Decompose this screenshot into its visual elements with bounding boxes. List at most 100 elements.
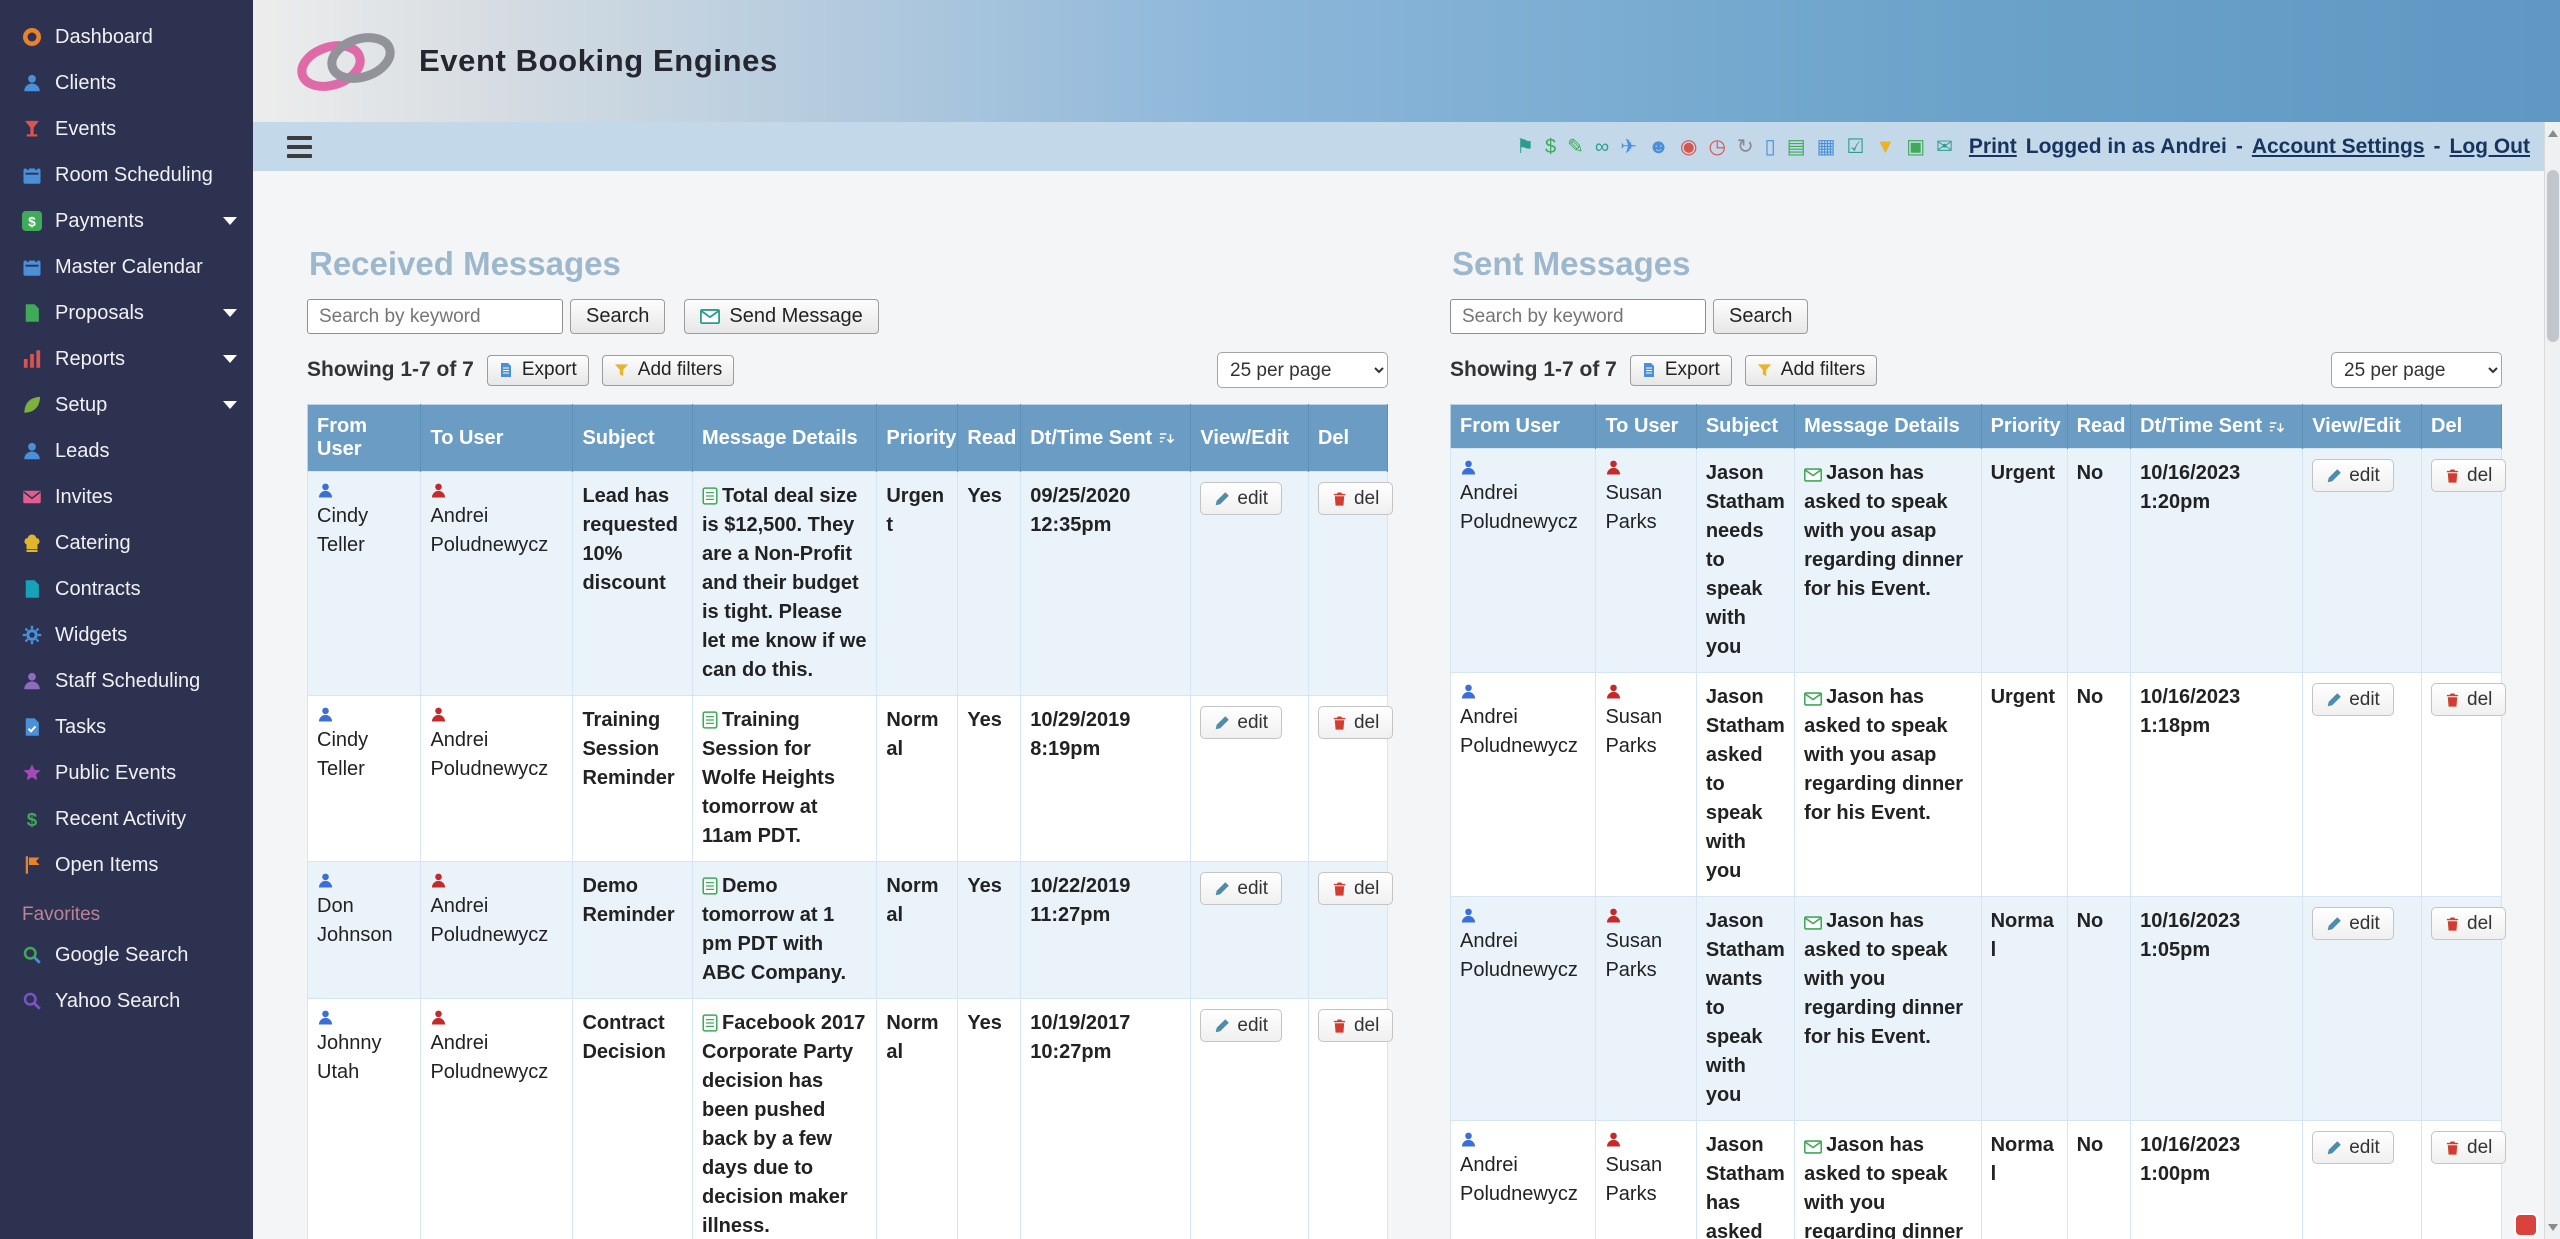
del-button[interactable]: del [2431,459,2506,492]
to-user-icon [430,706,447,723]
message-details-cell: Jason has asked to speak with you regard… [1795,897,1981,1121]
from-user-icon [317,706,334,723]
edit-button[interactable]: edit [2312,459,2394,492]
filter-icon[interactable]: ▼ [1875,137,1895,157]
sidebar-item-widgets[interactable]: Widgets [0,612,253,658]
chef-hat-icon [22,533,42,553]
payments-icon[interactable]: $ [1545,137,1556,157]
sidebar-item-reports[interactable]: Reports [0,336,253,382]
scroll-down-arrow-icon[interactable] [2548,1224,2558,1231]
del-button[interactable]: del [1318,706,1393,739]
del-button[interactable]: del [2431,907,2506,940]
sent-add-filters-button[interactable]: Add filters [1745,355,1877,386]
trash-icon [2445,468,2460,484]
to-user-cell: Susan Parks [1596,1121,1696,1239]
sidebar-item-events[interactable]: Events [0,106,253,152]
col-message-details: Message Details [1795,405,1981,449]
link-icon[interactable]: ∞ [1595,137,1609,157]
received-search-input[interactable] [307,299,563,334]
edit-button[interactable]: edit [2312,683,2394,716]
sent-search-button[interactable]: Search [1713,299,1808,334]
sidebar-item-proposals[interactable]: Proposals [0,290,253,336]
layers-icon[interactable]: ▣ [1906,137,1925,157]
edit-button[interactable]: edit [1200,1009,1282,1042]
del-button[interactable]: del [1318,872,1393,905]
sidebar-item-label: Yahoo Search [55,989,180,1013]
pencil-icon [2326,916,2342,932]
sidebar-item-clients[interactable]: Clients [0,60,253,106]
sidebar-item-invites[interactable]: Invites [0,474,253,520]
edit-button[interactable]: edit [1200,872,1282,905]
trash-icon [2445,692,2460,708]
sidebar-item-dashboard[interactable]: Dashboard [0,14,253,60]
sidebar-item-open-items[interactable]: Open Items [0,842,253,888]
filter-funnel-icon [614,363,629,378]
del-button[interactable]: del [1318,1009,1393,1042]
edit-button[interactable]: edit [1200,706,1282,739]
edit-button[interactable]: edit [1200,482,1282,515]
clock-icon[interactable]: ◷ [1708,137,1725,157]
send-message-button[interactable]: Send Message [684,299,878,334]
log-out-link[interactable]: Log Out [2450,135,2530,159]
sidebar-item-label: Tasks [55,715,106,739]
received-export-button[interactable]: Export [487,355,589,386]
menu-icon[interactable] [283,132,316,162]
col-dt-time-sent[interactable]: Dt/Time Sent [1021,405,1191,472]
del-button[interactable]: del [1318,482,1393,515]
sidebar-item-public-events[interactable]: Public Events [0,750,253,796]
pencil-icon [1214,1018,1230,1034]
mail-icon [1804,916,1822,930]
scrollbar-thumb[interactable] [2547,170,2559,342]
sidebar-item-room-scheduling[interactable]: Room Scheduling [0,152,253,198]
sidebar-item-master-calendar[interactable]: Master Calendar [0,244,253,290]
chevron-down-icon [223,401,237,409]
edit-icon[interactable]: ✎ [1567,137,1584,157]
sent-messages-table: From User To User Subject Message Detail… [1450,404,2502,1239]
message-row: Cindy Teller Andrei Poludnewycz Training… [308,696,1388,862]
page-scrollbar[interactable] [2544,122,2560,1239]
del-button[interactable]: del [2431,1131,2506,1164]
account-settings-link[interactable]: Account Settings [2252,135,2425,159]
travel-icon[interactable]: ✈ [1620,137,1637,157]
sent-export-button[interactable]: Export [1630,355,1732,386]
sidebar-item-tasks[interactable]: Tasks [0,704,253,750]
sidebar-item-leads[interactable]: Leads [0,428,253,474]
history-icon[interactable]: ↻ [1737,137,1754,157]
sidebar-item-label: Open Items [55,853,158,877]
sidebar-item-google-search[interactable]: Google Search [0,932,253,978]
edit-button[interactable]: edit [2312,907,2394,940]
svg-text:$: $ [28,214,36,229]
sent-per-page-select[interactable]: 25 per page [2331,352,2502,388]
dollar-icon: $ [22,809,42,829]
chart-icon[interactable]: ▦ [1817,137,1836,157]
print-link[interactable]: Print [1969,135,2017,159]
floating-widget[interactable] [2514,1213,2538,1237]
received-messages-title: Received Messages [309,245,1388,283]
dt-time-sent-cell: 10/16/2023 1:00pm [2131,1121,2303,1239]
received-per-page-select[interactable]: 25 per page [1217,352,1388,388]
sidebar-item-catering[interactable]: Catering [0,520,253,566]
col-dt-time-sent[interactable]: Dt/Time Sent [2131,405,2303,449]
received-add-filters-button[interactable]: Add filters [602,355,734,386]
scroll-up-arrow-icon[interactable] [2548,130,2558,137]
alert-icon[interactable]: ◉ [1680,137,1697,157]
message-row: Don Johnson Andrei Poludnewycz Demo Remi… [308,862,1388,999]
read-cell: Yes [958,999,1021,1239]
sidebar-item-contracts[interactable]: Contracts [0,566,253,612]
sidebar-item-payments[interactable]: $ Payments [0,198,253,244]
sidebar-item-staff-scheduling[interactable]: Staff Scheduling [0,658,253,704]
mobile-icon[interactable]: ▯ [1765,137,1776,157]
gallery-icon[interactable]: ▤ [1787,137,1806,157]
received-search-button[interactable]: Search [570,299,665,334]
sidebar-item-yahoo-search[interactable]: Yahoo Search [0,978,253,1024]
sidebar-item-setup[interactable]: Setup [0,382,253,428]
mail-icon[interactable]: ✉ [1936,137,1953,157]
user-icon[interactable]: ☻ [1648,137,1669,157]
edit-button[interactable]: edit [2312,1131,2394,1164]
sent-search-input[interactable] [1450,299,1706,334]
training-icon[interactable]: ⚑ [1516,137,1534,157]
checkbox-icon[interactable]: ☑ [1847,137,1865,157]
sidebar-item-recent-activity[interactable]: $ Recent Activity [0,796,253,842]
from-user-icon [1460,1131,1477,1148]
del-button[interactable]: del [2431,683,2506,716]
